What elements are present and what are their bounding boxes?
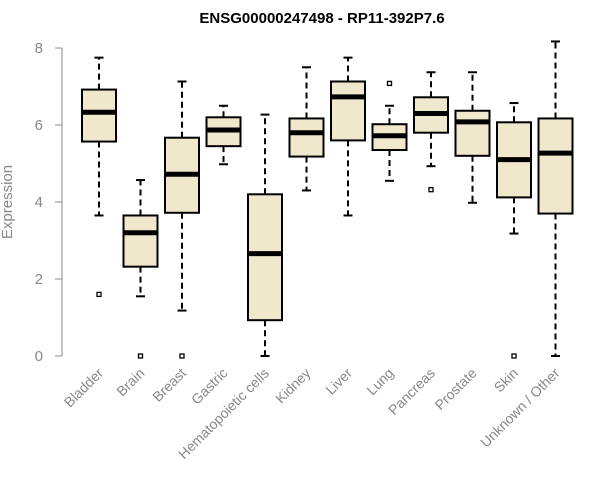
y-tick-label: 6 bbox=[35, 117, 43, 134]
box-bladder bbox=[81, 56, 117, 298]
box-hematopoietic-cells bbox=[247, 113, 283, 357]
y-tick-label: 8 bbox=[35, 40, 43, 57]
y-tick-label: 4 bbox=[35, 194, 43, 211]
outlier-point bbox=[137, 353, 144, 359]
x-tick-label: Bladder bbox=[61, 365, 107, 411]
box-pancreas bbox=[413, 71, 449, 193]
iqr-box bbox=[537, 117, 574, 215]
outlier-point bbox=[386, 80, 393, 87]
iqr-box bbox=[122, 214, 159, 268]
box-breast bbox=[164, 80, 200, 359]
outlier-point bbox=[511, 353, 517, 359]
x-tick-label: Breast bbox=[149, 365, 189, 405]
iqr-box bbox=[454, 109, 491, 157]
x-tick-label: Prostate bbox=[431, 365, 479, 413]
boxes-group bbox=[81, 40, 574, 359]
x-tick-label: Liver bbox=[322, 365, 355, 398]
box-unknown-other bbox=[537, 40, 574, 357]
y-axis: 0 2 4 6 8 bbox=[35, 40, 63, 365]
x-tick-label: Skin bbox=[491, 365, 522, 396]
outlier-point bbox=[428, 187, 434, 193]
box-brain bbox=[122, 179, 159, 359]
box-skin bbox=[496, 102, 532, 359]
box-kidney bbox=[288, 66, 325, 192]
y-tick-label: 0 bbox=[35, 348, 43, 365]
box-lung bbox=[371, 80, 408, 182]
y-tick-label: 2 bbox=[35, 271, 43, 288]
outlier-point bbox=[96, 291, 102, 298]
iqr-box bbox=[330, 80, 366, 142]
iqr-box bbox=[247, 193, 283, 322]
y-axis-label: Expression bbox=[0, 165, 16, 239]
iqr-box bbox=[288, 117, 325, 158]
x-tick-label: Kidney bbox=[272, 365, 314, 407]
x-tick-label: Unknown / Other bbox=[477, 365, 563, 451]
x-tick-label: Brain bbox=[113, 365, 147, 399]
box-gastric bbox=[205, 104, 242, 166]
box-prostate bbox=[454, 71, 491, 204]
box-liver bbox=[330, 56, 366, 217]
x-tick-label: Lung bbox=[363, 365, 396, 398]
chart-title: ENSG00000247498 - RP11-392P7.6 bbox=[199, 10, 444, 27]
iqr-box bbox=[81, 88, 117, 143]
outlier-point bbox=[179, 353, 185, 359]
